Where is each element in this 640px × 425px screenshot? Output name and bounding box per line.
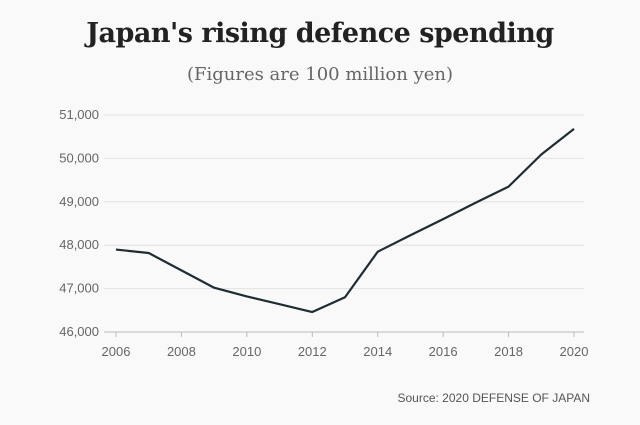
x-tick-label: 2010 — [232, 344, 261, 359]
y-tick-label: 48,000 — [59, 237, 99, 252]
x-tick-label: 2012 — [298, 344, 327, 359]
x-tick-label: 2018 — [494, 344, 523, 359]
x-tick-label: 2008 — [167, 344, 196, 359]
chart-subtitle: (Figures are 100 million yen) — [186, 64, 454, 85]
source-note: Source: 2020 DEFENSE OF JAPAN — [397, 391, 590, 405]
x-tick-label: 2020 — [560, 344, 589, 359]
spending-line — [115, 128, 575, 314]
y-tick-label: 50,000 — [59, 150, 99, 165]
x-tick-label: 2016 — [429, 344, 458, 359]
y-tick-label: 47,000 — [59, 281, 99, 296]
y-tick-label: 49,000 — [59, 194, 99, 209]
y-tick-label: 51,000 — [59, 107, 99, 122]
y-tick-label: 46,000 — [59, 324, 99, 339]
chart-title: Japan's rising defence spending — [86, 18, 554, 49]
x-tick-label: 2006 — [102, 344, 131, 359]
x-tick-label: 2014 — [363, 344, 392, 359]
